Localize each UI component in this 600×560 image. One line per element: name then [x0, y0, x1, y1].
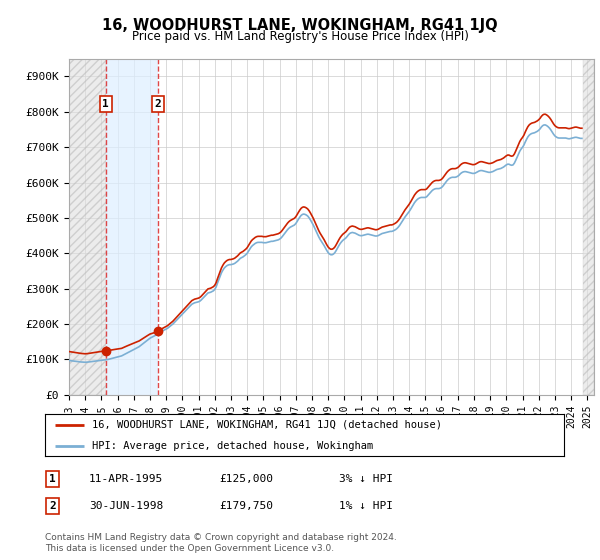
- Text: HPI: Average price, detached house, Wokingham: HPI: Average price, detached house, Woki…: [92, 441, 373, 451]
- Text: Contains HM Land Registry data © Crown copyright and database right 2024.
This d: Contains HM Land Registry data © Crown c…: [45, 533, 397, 553]
- Bar: [583, 59, 594, 395]
- Text: 2: 2: [155, 99, 161, 109]
- Text: 1% ↓ HPI: 1% ↓ HPI: [339, 501, 393, 511]
- Text: 16, WOODHURST LANE, WOKINGHAM, RG41 1JQ (detached house): 16, WOODHURST LANE, WOKINGHAM, RG41 1JQ …: [92, 420, 442, 430]
- Text: 16, WOODHURST LANE, WOKINGHAM, RG41 1JQ: 16, WOODHURST LANE, WOKINGHAM, RG41 1JQ: [102, 18, 498, 33]
- Text: 1: 1: [49, 474, 56, 484]
- Text: £125,000: £125,000: [219, 474, 273, 484]
- Text: 2: 2: [49, 501, 56, 511]
- Text: £179,750: £179,750: [219, 501, 273, 511]
- Bar: [106, 59, 158, 395]
- Text: 3% ↓ HPI: 3% ↓ HPI: [339, 474, 393, 484]
- Bar: [69, 59, 106, 395]
- Text: 30-JUN-1998: 30-JUN-1998: [89, 501, 163, 511]
- Text: 11-APR-1995: 11-APR-1995: [89, 474, 163, 484]
- Text: Price paid vs. HM Land Registry's House Price Index (HPI): Price paid vs. HM Land Registry's House …: [131, 30, 469, 43]
- Text: 1: 1: [103, 99, 109, 109]
